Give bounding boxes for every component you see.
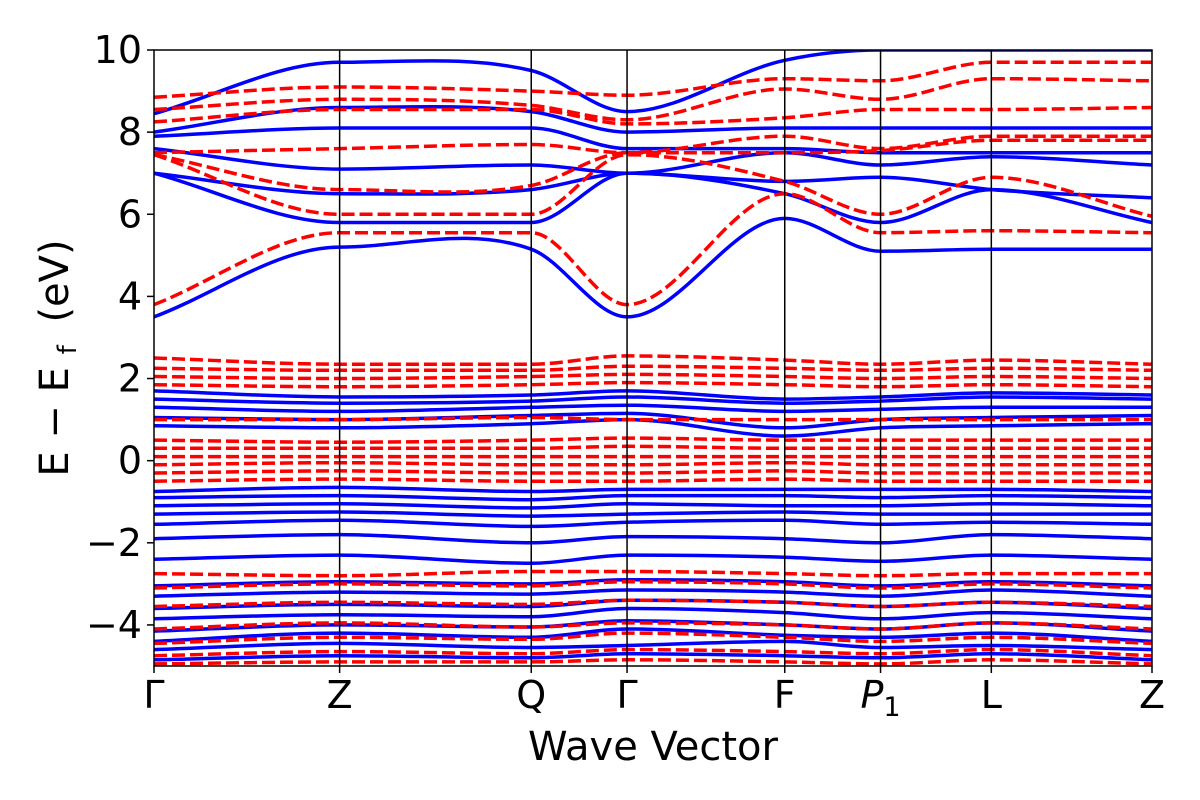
red-dashed-band-20: [154, 152, 1152, 219]
x-tick-label-8: Z: [1139, 673, 1165, 717]
y-tick-label: 6: [118, 192, 142, 236]
y-tick-label: −2: [86, 521, 142, 565]
y-tick-label: 8: [118, 110, 142, 154]
y-tick-label: 2: [118, 357, 142, 401]
kpoint-lines: [338, 50, 993, 666]
y-ticks: −4 −2 0 2 4 6 8 10: [86, 28, 154, 647]
x-tick-label-6: P1: [860, 673, 900, 723]
plot-frame: [153, 49, 1153, 667]
x-tick-label-3: Q: [516, 673, 546, 717]
x-tick-label-7: L: [981, 673, 1002, 717]
y-axis-label: E − E f (eV): [32, 239, 86, 476]
y-axis-label-subscript: f: [53, 344, 83, 354]
x-tick-label-2: Z: [327, 673, 353, 717]
y-axis-label-main: E − E: [32, 367, 78, 477]
x-ticks: Γ Z Q Γ F P1 L Z: [143, 666, 1165, 723]
y-axis-label-unit: (eV): [32, 239, 78, 322]
x-tick-label-1: Γ: [143, 673, 164, 717]
y-tick-label: 4: [118, 274, 142, 318]
x-tick-label-5: F: [774, 673, 796, 717]
x-tick-label-4: Γ: [616, 673, 637, 717]
y-tick-label: 0: [118, 439, 142, 483]
x-axis-label: Wave Vector: [528, 724, 779, 770]
y-tick-label: 10: [94, 28, 142, 72]
y-tick-label: −4: [86, 603, 142, 647]
